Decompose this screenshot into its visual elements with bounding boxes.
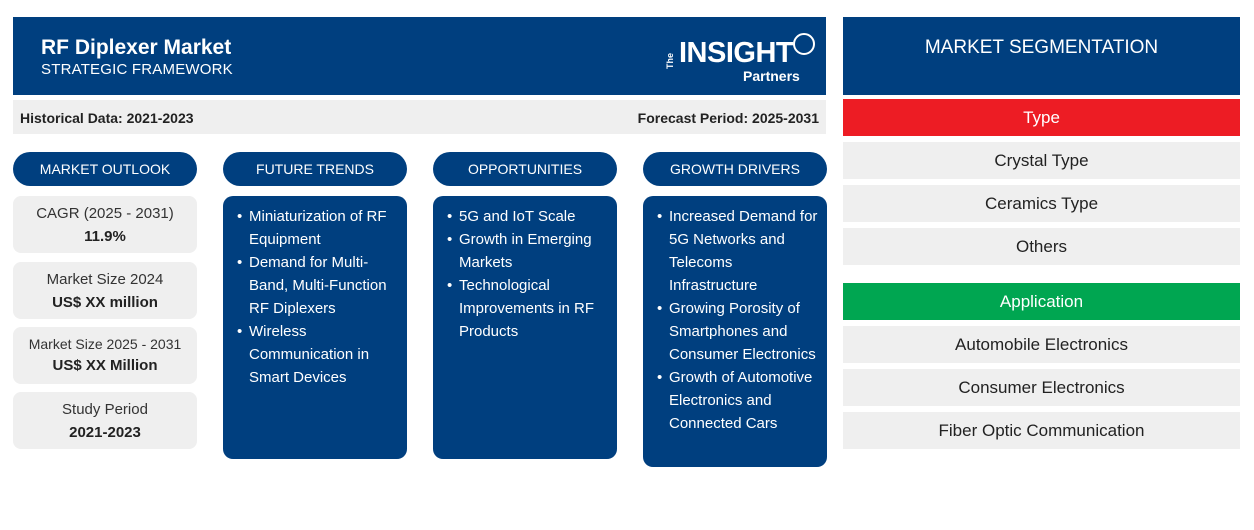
future-trends-panel: Miniaturization of RF Equipment Demand f… [223, 196, 407, 459]
segment-item: Consumer Electronics [843, 369, 1240, 406]
segmentation-title: MARKET SEGMENTATION [843, 17, 1240, 95]
list-item: Wireless Communication in Smart Devices [237, 320, 399, 389]
stat-market-size-2024: Market Size 2024 US$ XX million [13, 262, 197, 319]
lightbulb-icon [793, 33, 815, 55]
list-item: Miniaturization of RF Equipment [237, 205, 399, 251]
page-title: RF Diplexer Market [41, 36, 232, 59]
stat-label: Market Size 2025 - 2031 [28, 336, 182, 352]
growth-drivers-header: GROWTH DRIVERS [643, 152, 827, 186]
forecast-period: Forecast Period: 2025-2031 [637, 110, 819, 126]
market-outlook-header: MARKET OUTLOOK [13, 152, 197, 186]
stat-label: Market Size 2024 [46, 271, 164, 288]
list-item: Growth of Automotive Electronics and Con… [657, 366, 819, 435]
header-banner: RF Diplexer Market STRATEGIC FRAMEWORK T… [13, 17, 826, 95]
list-item: Demand for Multi-Band, Multi-Function RF… [237, 251, 399, 320]
stat-value: US$ XX million [52, 294, 158, 311]
historical-data: Historical Data: 2021-2023 [20, 110, 194, 126]
segment-item: Crystal Type [843, 142, 1240, 179]
list-item: Growth in Emerging Markets [447, 228, 609, 274]
list-item: Increased Demand for 5G Networks and Tel… [657, 205, 819, 297]
stat-label: Study Period [62, 401, 148, 418]
page-subtitle: STRATEGIC FRAMEWORK [41, 61, 233, 78]
logo-partners: Partners [743, 68, 800, 84]
stat-label: CAGR (2025 - 2031) [36, 205, 174, 222]
segment-item: Automobile Electronics [843, 326, 1240, 363]
segment-item: Ceramics Type [843, 185, 1240, 222]
insight-partners-logo: The INSIGHT Partners [665, 31, 815, 85]
opportunities-header: OPPORTUNITIES [433, 152, 617, 186]
list-item: 5G and IoT Scale [447, 205, 609, 228]
future-trends-header: FUTURE TRENDS [223, 152, 407, 186]
segment-item: Others [843, 228, 1240, 265]
stat-study-period: Study Period 2021-2023 [13, 392, 197, 449]
stat-value: 2021-2023 [69, 424, 141, 441]
stat-cagr: CAGR (2025 - 2031) 11.9% [13, 196, 197, 253]
logo-the: The [665, 52, 675, 69]
stat-value: 11.9% [84, 228, 126, 245]
period-bar: Historical Data: 2021-2023 Forecast Peri… [13, 100, 826, 134]
segment-item: Fiber Optic Communication [843, 412, 1240, 449]
stat-market-size-forecast: Market Size 2025 - 2031 US$ XX Million [13, 327, 197, 384]
list-item: Growing Porosity of Smartphones and Cons… [657, 297, 819, 366]
logo-insight: INSIGHT [679, 37, 794, 69]
opportunities-panel: 5G and IoT Scale Growth in Emerging Mark… [433, 196, 617, 459]
segment-type-header: Type [843, 99, 1240, 136]
growth-drivers-panel: Increased Demand for 5G Networks and Tel… [643, 196, 827, 467]
stat-value: US$ XX Million [52, 357, 158, 374]
list-item: Technological Improvements in RF Product… [447, 274, 609, 343]
segment-application-header: Application [843, 283, 1240, 320]
